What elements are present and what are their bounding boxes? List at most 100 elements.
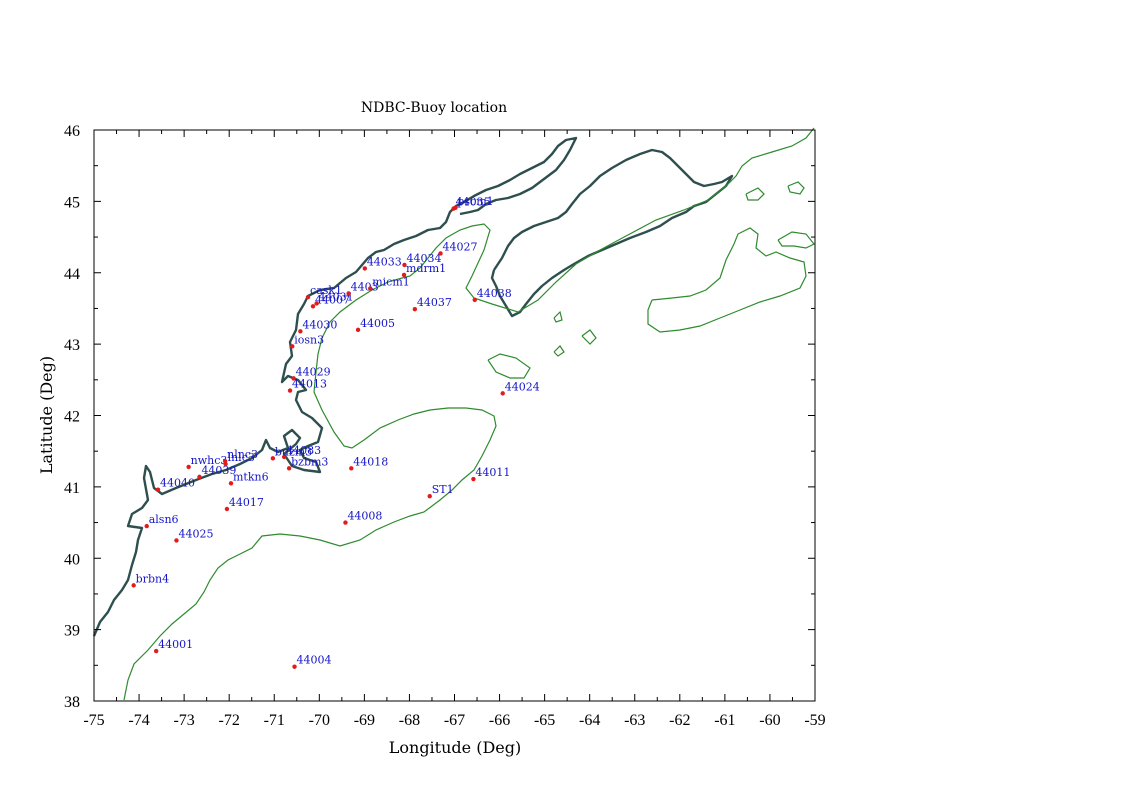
x-tick-label: -69 (354, 712, 375, 729)
plot-frame (93, 129, 816, 702)
station-marker (402, 262, 407, 268)
x-tick-label: -68 (399, 712, 420, 729)
station-label: bzbm3 (291, 455, 328, 468)
station-marker (153, 648, 159, 654)
station-marker (270, 456, 276, 461)
x-tick-label: -74 (128, 712, 149, 729)
station-label: iosn3 (294, 333, 324, 346)
station-label: 44035 (456, 196, 491, 209)
station-label: lnlc3 (228, 451, 255, 464)
y-tick-label: 44 (64, 266, 80, 283)
station-label: ST1 (432, 483, 454, 496)
coastline-us-east (92, 136, 578, 637)
x-tick-label: -75 (83, 712, 104, 729)
station-marker (197, 474, 202, 480)
station-marker (368, 286, 373, 291)
y-axis-label: Latitude (Deg) (37, 356, 56, 474)
station-marker (224, 506, 230, 512)
station-marker (355, 327, 361, 333)
station-label: 44034 (406, 252, 441, 265)
station-marker (281, 454, 287, 460)
station-marker (314, 301, 319, 306)
station-marker (346, 291, 351, 296)
x-tick-label: -72 (219, 712, 240, 729)
x-tick-label: -67 (444, 712, 465, 729)
axes-layer: -75 -74 -73 -72 -71 -70 -69 -68 -67 -66 -65 -64 -63 -… (64, 123, 826, 729)
x-tick-label: -61 (714, 712, 735, 729)
station-label: 44024 (505, 380, 540, 393)
station-label: 44037 (417, 296, 452, 309)
station-label: 44029 (296, 365, 331, 378)
station-marker (305, 294, 311, 300)
y-tick-label: 40 (64, 551, 80, 568)
station-marker (298, 329, 303, 334)
station-marker (343, 520, 348, 525)
x-tick-label: -59 (804, 712, 825, 729)
station-label: mdrm1 (406, 262, 446, 275)
chart-title: NDBC-Buoy location (361, 100, 507, 116)
station-label: 44005 (360, 317, 395, 330)
y-tick-label: 41 (64, 480, 80, 497)
station-label: 44038 (477, 287, 512, 300)
coastline-nova-scotia (490, 148, 734, 318)
station-label: 44030 (302, 318, 337, 331)
y-tick-label: 42 (64, 409, 80, 426)
station-label: 44083 (286, 444, 321, 457)
station-marker (412, 306, 418, 312)
station-marker (427, 493, 432, 499)
shelf-contour (123, 127, 815, 701)
contour-island (581, 329, 597, 345)
station-label: 44033 (367, 255, 402, 268)
station-marker (362, 266, 368, 271)
station-label: 44004 (297, 654, 332, 667)
station-label: 44011 (475, 466, 510, 479)
station-label: 44040 (160, 477, 195, 490)
y-tick-label: 45 (64, 194, 80, 211)
station-label: 44039 (201, 464, 236, 477)
x-tick-label: -70 (309, 712, 330, 729)
station-label: 44008 (347, 510, 382, 523)
station-marker (290, 344, 295, 349)
contour-island (745, 187, 765, 201)
station-marker (174, 538, 179, 543)
station-marker (131, 583, 136, 588)
station-label: buzm3 (275, 445, 312, 458)
station-label: brbn4 (136, 572, 169, 585)
x-tick-label: -73 (173, 712, 194, 729)
station-marker (291, 376, 296, 381)
contour-island (553, 310, 563, 323)
x-tick-label: -63 (624, 712, 645, 729)
station-label: nwhc3 (191, 454, 228, 467)
x-tick-label: -65 (534, 712, 555, 729)
station-marker (292, 664, 297, 669)
station-label: 44001 (158, 638, 193, 651)
station-marker (155, 487, 161, 492)
station-label: 44025 (178, 527, 213, 540)
station-marker (186, 464, 191, 470)
station-label: pscm1 (457, 195, 493, 208)
station-label: micm1 (372, 275, 410, 288)
station-marker (453, 205, 458, 210)
station-marker (286, 466, 292, 471)
station-label: alsn6 (149, 513, 179, 526)
y-tick-label: 39 (64, 623, 80, 640)
contour-island (777, 231, 815, 249)
station-marker (349, 466, 354, 471)
station-marks: 44001440044400844011ST144018440244401344… (131, 195, 540, 669)
station-marker (287, 388, 293, 393)
station-label: mtkn6 (233, 470, 269, 483)
station-label: cask1 (310, 284, 342, 297)
station-label: 44027 (443, 240, 478, 253)
x-tick-label: -64 (579, 712, 600, 729)
station-marker (500, 391, 505, 396)
station-label: 44013 (292, 378, 327, 391)
x-axis-label: Longitude (Deg) (389, 738, 521, 757)
station-marker (310, 304, 316, 309)
contour-island (787, 181, 805, 195)
y-tick-label: 38 (64, 694, 80, 711)
contour-island (553, 345, 565, 357)
station-label: 44007 (315, 293, 350, 306)
x-tick-label: -71 (264, 712, 285, 729)
map-layer (92, 127, 815, 701)
